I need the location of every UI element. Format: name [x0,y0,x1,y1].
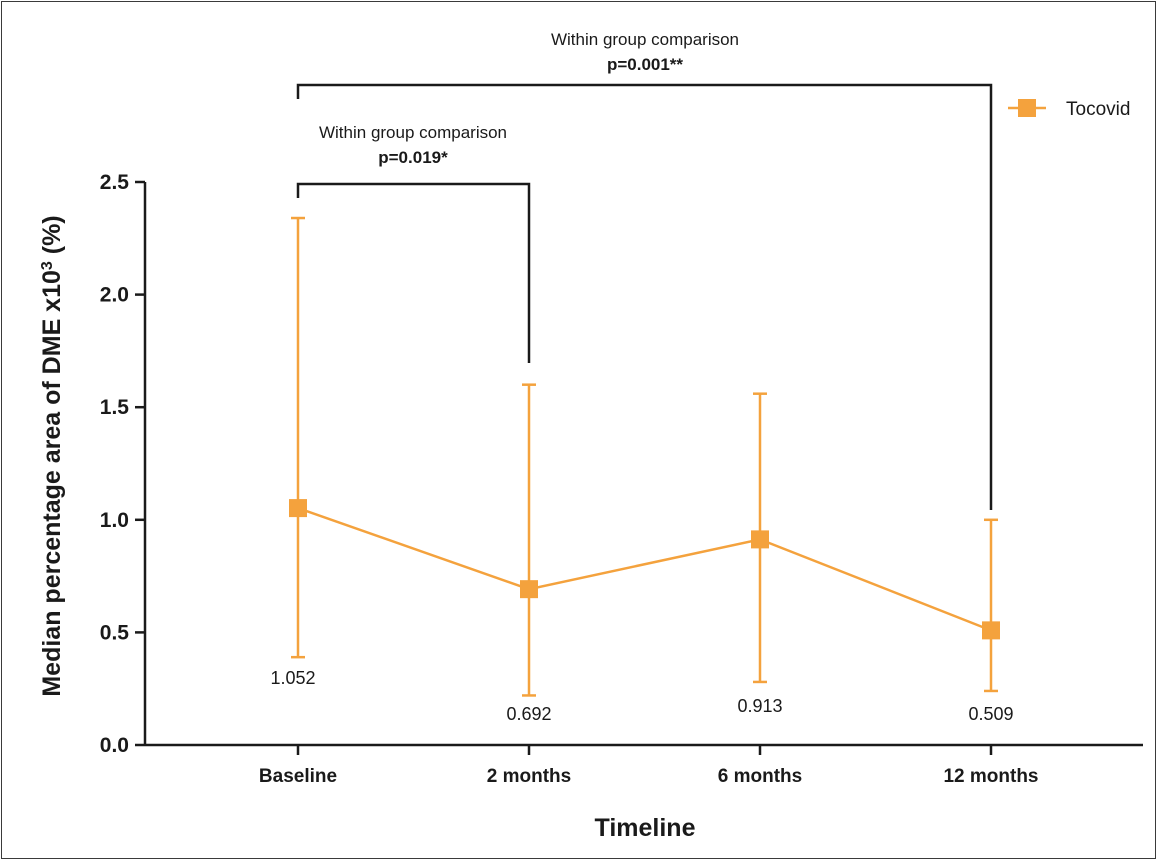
data-label: 0.913 [737,696,782,716]
significance-bracket [296,182,531,363]
data-label: 1.052 [270,668,315,688]
x-axis-title: Timeline [595,814,696,842]
y-tick-label: 2.0 [100,284,129,307]
annotation-p-value: p=0.019* [378,148,448,167]
series-tocovid [289,216,1000,697]
y-tick-label: 2.5 [100,171,130,194]
significance-brackets: Within group comparison p=0.019* Within gr… [296,30,993,510]
data-point-marker [289,499,307,518]
y-axis-title-suffix: (%) [38,215,66,261]
x-tick-label: 12 months [943,766,1038,787]
series-line [297,506,992,632]
x-tick-label: Baseline [259,766,337,787]
x-tick-label: 2 months [487,766,571,787]
legend-marker [1018,99,1036,117]
y-tick-label: 1.5 [100,396,130,419]
data-labels: 1.052 0.692 0.913 0.509 [270,668,1013,724]
y-tick-label: 0.5 [100,621,130,644]
x-tick-label: 6 months [718,766,802,787]
annotation-text: Within group comparison [319,123,507,142]
legend-label: Tocovid [1066,99,1130,120]
y-axis-title-main: Median percentage area of DME x10 [38,270,66,697]
data-point-marker [520,580,538,599]
y-tick-label: 1.0 [100,509,129,532]
data-point-marker [751,530,769,549]
data-label: 0.692 [506,704,551,724]
legend: Tocovid [1008,99,1130,120]
significance-bracket [296,83,993,510]
y-tick-label: 0.0 [100,734,129,757]
annotation-p-value: p=0.001** [607,55,683,74]
y-axis-title: Median percentage area of DME x103 (%) [38,215,66,696]
data-label: 0.509 [968,704,1013,724]
y-axis-title-superscript: 3 [39,261,56,270]
annotation-text: Within group comparison [551,30,739,49]
data-point-marker [982,621,1000,640]
axes: 0.0 0.5 1.0 1.5 2.0 2.5 Baseline 2 months 6 mont… [100,171,1143,787]
